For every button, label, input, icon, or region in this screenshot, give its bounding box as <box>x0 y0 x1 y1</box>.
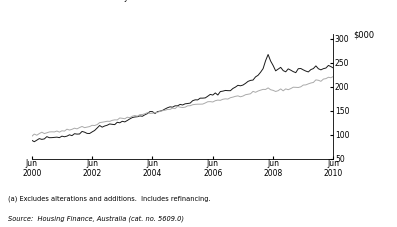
Text: (a) Excludes alterations and additions.  Includes refinancing.: (a) Excludes alterations and additions. … <box>8 195 210 202</box>
Y-axis label: $000: $000 <box>353 30 374 39</box>
Legend: First home buyers, Non first home buyers: First home buyers, Non first home buyers <box>36 0 142 3</box>
Text: Source:  Housing Finance, Australia (cat. no. 5609.0): Source: Housing Finance, Australia (cat.… <box>8 216 184 222</box>
